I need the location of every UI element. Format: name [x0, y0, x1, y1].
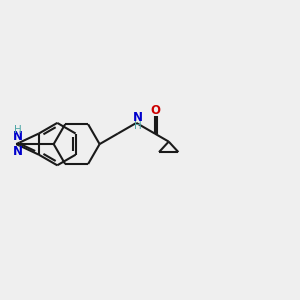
Text: N: N [13, 130, 22, 143]
Text: O: O [150, 104, 160, 117]
Text: H: H [134, 121, 142, 131]
Text: H: H [14, 125, 22, 135]
Text: N: N [13, 145, 22, 158]
Text: N: N [133, 111, 143, 124]
